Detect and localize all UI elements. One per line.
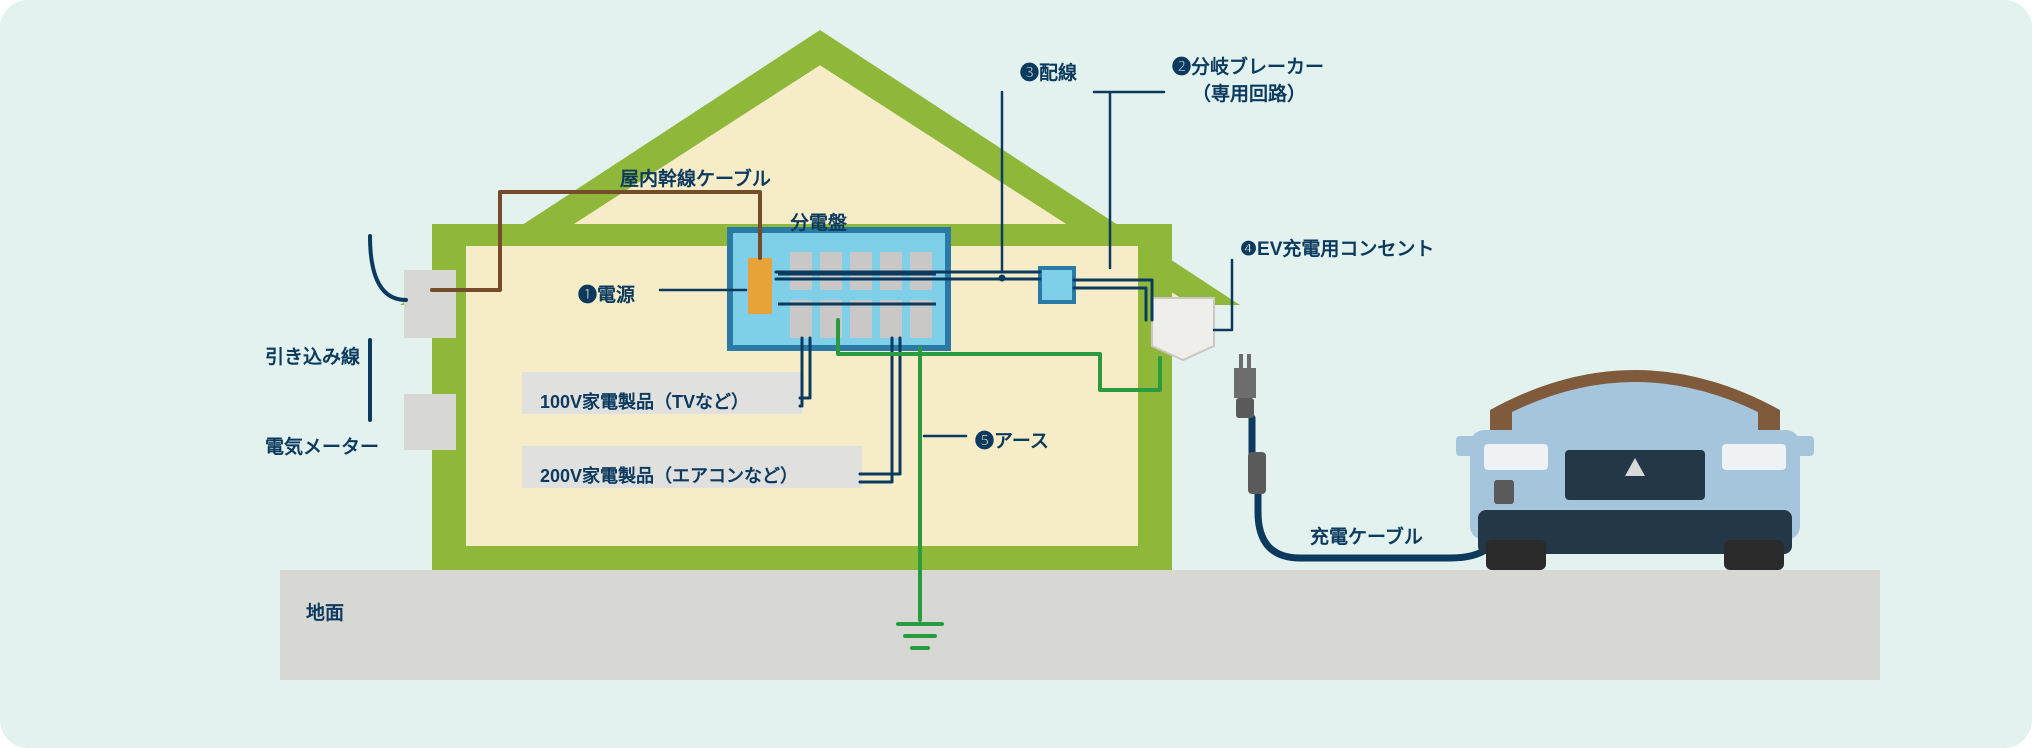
label-power-source-num: ❶: [578, 285, 597, 306]
ev-car: [1456, 370, 1814, 570]
label-power-source-text: 電源: [597, 285, 635, 306]
label-ev-outlet-text: EV充電用コンセント: [1257, 239, 1434, 260]
ev-cable-adapter: [1248, 452, 1266, 494]
label-charging-cable-text: 充電ケーブル: [1310, 527, 1423, 548]
label-wiring-text: 配線: [1039, 63, 1077, 84]
branch-breaker: [1040, 268, 1074, 302]
label-branch-breaker: ❷分岐ブレーカー （専用回路）: [1172, 52, 1324, 106]
label-electric-meter: 電気メーター: [265, 432, 379, 459]
label-branch-breaker-num: ❷: [1172, 57, 1191, 78]
sub-breaker: [850, 300, 872, 338]
label-appliance-200v: 200V家電製品（エアコンなど）: [540, 462, 798, 488]
ev-plug: [1234, 368, 1256, 398]
label-power-source: ❶電源: [578, 280, 635, 307]
ground-strip: [280, 570, 1880, 680]
sub-breaker: [790, 300, 812, 338]
label-branch-breaker-text: 分岐ブレーカー: [1191, 57, 1324, 78]
label-ground: 地面: [306, 598, 344, 625]
service-head: [404, 270, 456, 338]
label-service-drop-text: 引き込み線: [265, 347, 360, 368]
label-indoor-cable-text: 屋内幹線ケーブル: [620, 169, 771, 190]
label-indoor-cable: 屋内幹線ケーブル: [620, 164, 771, 191]
label-distribution-board-text: 分電盤: [790, 213, 847, 234]
wire-junction: [999, 275, 1006, 282]
label-appliance-100v: 100V家電製品（TVなど）: [540, 388, 749, 414]
sub-breaker: [910, 300, 932, 338]
ev-plug-body: [1236, 398, 1254, 418]
label-ev-outlet: ❹EV充電用コンセント: [1240, 234, 1434, 261]
label-earth-num: ❺: [975, 431, 994, 452]
sub-breaker: [880, 300, 902, 338]
label-distribution-board: 分電盤: [790, 208, 847, 235]
label-electric-meter-text: 電気メーター: [265, 437, 379, 458]
label-earth: ❺アース: [975, 426, 1049, 453]
electric-meter: [404, 394, 456, 450]
label-charging-cable: 充電ケーブル: [1310, 522, 1423, 549]
label-service-drop: 引き込み線: [265, 342, 360, 369]
label-wiring-num: ❸: [1020, 63, 1039, 84]
ev-plug-prong: [1239, 354, 1243, 368]
main-breaker: [748, 258, 772, 314]
ev-outlet: [1152, 298, 1214, 360]
label-branch-breaker-sub: （専用回路）: [1192, 84, 1306, 105]
label-earth-text: アース: [994, 431, 1049, 452]
label-wiring: ❸配線: [1020, 58, 1077, 85]
label-ground-text: 地面: [306, 603, 344, 624]
label-ev-outlet-num: ❹: [1240, 239, 1257, 260]
ev-plug-prong: [1247, 354, 1251, 368]
